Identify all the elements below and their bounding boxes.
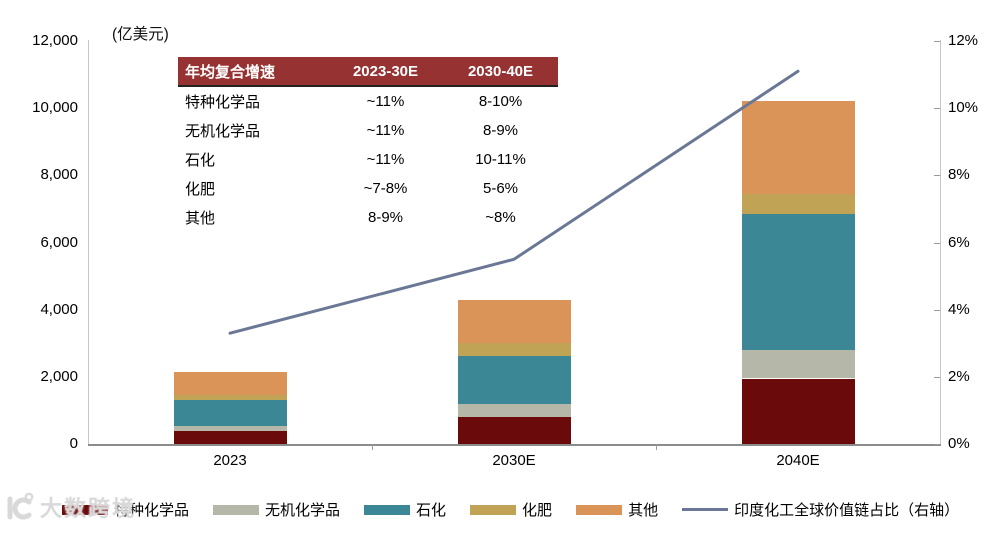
bar-segment-特种化学品	[457, 417, 571, 444]
cagr-value: ~11%	[366, 151, 405, 168]
legend-item-others: 其他	[576, 499, 658, 520]
bar-segment-石化	[457, 355, 571, 405]
left-axis-tick-label: 8,000	[40, 166, 78, 184]
cagr-value: 10-11%	[475, 151, 526, 168]
x-axis-tick	[656, 444, 657, 450]
x-axis-label-2023: 2023	[213, 452, 247, 469]
bottom-axis-line	[88, 444, 941, 446]
left-axis-unit-label: (亿美元)	[112, 26, 169, 43]
bar-segment-石化	[741, 213, 855, 350]
bar-segment-无机化学品	[741, 349, 855, 379]
right-axis-tick-label: 6%	[948, 233, 970, 251]
cagr-row-label: 石化	[185, 152, 216, 169]
bar-segment-其他	[173, 371, 287, 396]
bar-segment-化肥	[741, 193, 855, 214]
bar-segment-其他	[457, 299, 571, 343]
right-axis-tick	[934, 309, 940, 311]
cagr-row-petrochemical: 石化 ~11% 10-11%	[178, 145, 558, 174]
left-axis-tick-label: 12,000	[32, 32, 78, 49]
legend-label: 石化	[416, 502, 447, 519]
legend-label: 其他	[628, 502, 659, 519]
legend-label: 印度化工全球价值链占比（右轴）	[734, 502, 960, 519]
left-axis-tick-label: 2,000	[40, 367, 78, 385]
legend-item-fertilizer: 化肥	[470, 499, 552, 520]
legend-label: 化肥	[522, 502, 553, 519]
right-axis-tick	[934, 242, 940, 244]
legend-swatch-specialty	[62, 504, 108, 515]
cagr-row-inorganic: 无机化学品 ~11% 8-9%	[178, 116, 558, 145]
cagr-value: ~7-8%	[363, 180, 408, 197]
cagr-header-2030-40e: 2030-40E	[467, 62, 534, 80]
cagr-value: 8-9%	[482, 122, 519, 139]
watermark-text: 大数跨境	[40, 496, 137, 521]
right-axis-tick	[934, 175, 940, 177]
right-axis-tick-label: 10%	[948, 99, 979, 117]
right-axis-tick	[934, 444, 940, 445]
x-axis-label-2030E: 2030E	[492, 452, 536, 469]
legend-item-petrochemical: 石化	[364, 499, 446, 520]
cagr-row-others: 其他 8-9% ~8%	[178, 203, 558, 232]
cagr-value: ~11%	[366, 122, 405, 139]
right-axis-tick	[934, 108, 940, 110]
watermark: 大数跨境	[2, 489, 136, 525]
cagr-value: 8-9%	[367, 209, 404, 226]
legend-label: 无机化学品	[265, 502, 341, 519]
cagr-row-label: 特种化学品	[185, 94, 261, 111]
legend-item-specialty: 特种化学品	[62, 499, 189, 520]
cagr-row-label: 无机化学品	[185, 123, 261, 140]
cagr-value: ~11%	[366, 93, 405, 110]
legend-label: 特种化学品	[114, 502, 190, 519]
watermark-logo-icon	[7, 492, 34, 520]
cagr-value: 5-6%	[482, 180, 519, 197]
cagr-row-fertilizer: 化肥 ~7-8% 5-6%	[178, 174, 558, 203]
left-axis-tick-label: 0	[69, 435, 78, 452]
legend-item-line-share: 印度化工全球价值链占比（右轴）	[682, 499, 959, 520]
legend-swatch-inorganic	[213, 504, 260, 515]
bar-segment-特种化学品	[173, 430, 287, 444]
cagr-table: 年均复合增速 2023-30E 2030-40E 特种化学品 ~11% 8-10…	[178, 57, 558, 232]
right-axis-line	[940, 40, 941, 446]
right-axis-tick-label: 0%	[948, 435, 970, 452]
bar-segment-无机化学品	[173, 425, 287, 431]
cagr-header-2023-30e: 2023-30E	[352, 62, 419, 80]
left-axis-tick-label: 6,000	[40, 233, 78, 251]
left-axis-tick-label: 10,000	[32, 99, 78, 117]
legend-line-swatch	[682, 508, 729, 511]
bar-segment-化肥	[457, 342, 571, 356]
bar-segment-石化	[173, 400, 287, 426]
cagr-value: ~8%	[485, 209, 516, 226]
legend-swatch-fertilizer	[470, 504, 517, 515]
chart-legend: 特种化学品 无机化学品 石化 化肥 其他 印度化工全球价值链占比（右轴）	[62, 499, 983, 520]
legend-swatch-others	[576, 504, 623, 515]
cagr-row-label: 其他	[185, 210, 216, 227]
right-axis-tick-label: 12%	[948, 32, 979, 49]
cagr-value: 8-10%	[478, 93, 523, 110]
legend-swatch-petrochemical	[364, 504, 411, 515]
x-axis-label-2040E: 2040E	[776, 452, 820, 469]
legend-item-inorganic: 无机化学品	[213, 499, 340, 520]
bar-segment-特种化学品	[741, 378, 855, 444]
right-axis-tick-label: 4%	[948, 300, 970, 318]
bar-segment-其他	[741, 101, 855, 194]
right-axis-tick	[934, 41, 940, 42]
bar-segment-化肥	[173, 395, 287, 401]
right-axis-tick-label: 8%	[948, 166, 970, 184]
right-axis-tick	[934, 376, 940, 378]
right-axis-tick-label: 2%	[948, 367, 970, 385]
left-axis-line	[88, 40, 89, 446]
left-axis-tick-label: 4,000	[40, 300, 78, 318]
x-axis-tick	[372, 444, 373, 450]
cagr-header-metric: 年均复合增速	[185, 63, 276, 81]
cagr-table-header: 年均复合增速 2023-30E 2030-40E	[178, 57, 558, 87]
bar-segment-无机化学品	[457, 404, 571, 418]
cagr-row-label: 化肥	[185, 181, 216, 198]
cagr-row-specialty: 特种化学品 ~11% 8-10%	[178, 87, 558, 116]
